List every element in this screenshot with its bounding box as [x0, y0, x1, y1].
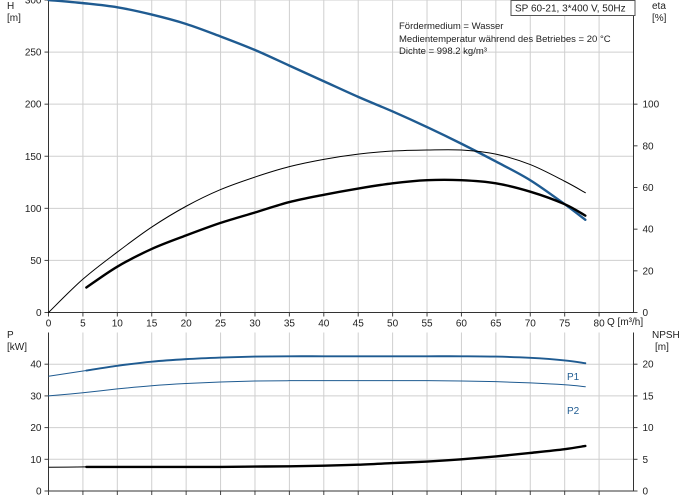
left-tick-label: 10: [30, 455, 42, 466]
right-tick-label: 0: [643, 308, 649, 319]
right-tick-label: 20: [643, 360, 655, 371]
left-tick-label: 250: [25, 48, 42, 59]
series-line-panel2-1: [85, 355, 587, 372]
top-left-axis-unit: [m]: [7, 13, 21, 24]
top-left-axis-label: H: [7, 1, 14, 12]
top-right-axis-label: eta: [652, 1, 666, 12]
right-tick-label: 5: [643, 455, 649, 466]
left-tick-label: 30: [30, 391, 42, 402]
bottom-right-axis-unit: [m]: [655, 342, 669, 353]
x-tick-label: 60: [456, 319, 468, 330]
x-tick-label: 70: [525, 319, 537, 330]
series-label-p1: P1: [567, 372, 580, 383]
x-tick-label: 35: [284, 319, 296, 330]
annotation-medium: Fördermedium = Wasser: [399, 21, 503, 32]
bottom-left-axis-unit: [kW]: [7, 342, 27, 353]
x-tick-label: 5: [80, 319, 86, 330]
right-tick-label: 100: [643, 100, 660, 111]
annotation-density: Dichte = 998.2 kg/m³: [399, 46, 487, 57]
x-tick-label: 20: [181, 319, 193, 330]
x-tick-label: 80: [594, 319, 606, 330]
left-tick-label: 150: [25, 152, 42, 163]
left-tick-label: 0: [36, 308, 42, 319]
right-tick-label: 15: [643, 391, 655, 402]
bottom-left-axis-label: P: [7, 330, 14, 341]
series-label-p2: P2: [567, 406, 580, 417]
top-right-axis-unit: [%]: [652, 13, 667, 24]
x-tick-label: 30: [249, 319, 261, 330]
right-tick-label: 40: [643, 225, 655, 236]
annotation-temperature: Medientemperatur während des Betriebes =…: [399, 34, 611, 45]
x-tick-label: 15: [146, 319, 158, 330]
x-tick-label: 0: [46, 319, 52, 330]
x-tick-label: 55: [421, 319, 433, 330]
grid-layer: [48, 0, 634, 491]
chart-title: SP 60-21, 3*400 V, 50Hz: [515, 4, 626, 15]
left-tick-label: 50: [30, 256, 42, 267]
series-layer: [47, 0, 587, 469]
x-tick-label: 65: [490, 319, 502, 330]
x-tick-label: 45: [353, 319, 365, 330]
series-line-panel1-3: [85, 178, 587, 289]
x-axis-label: Q [m³/h]: [607, 317, 643, 328]
left-tick-label: 40: [30, 360, 42, 371]
left-tick-label: 20: [30, 423, 42, 434]
series-line-panel2-2: [48, 380, 586, 397]
x-tick-label: 50: [387, 319, 399, 330]
x-tick-label: 25: [215, 319, 227, 330]
x-tick-label: 40: [318, 319, 330, 330]
left-tick-label: 200: [25, 100, 42, 111]
right-tick-label: 10: [643, 423, 655, 434]
series-line-panel2-3: [85, 444, 587, 469]
title-box: [510, 0, 636, 16]
tick-label-layer: 0 5 10 15 20 25 30 35 40 45 50 55 60 65 70 75 8005010015…: [25, 0, 660, 498]
left-tick-label: 300: [25, 0, 42, 7]
series-extension-line: [48, 370, 87, 377]
series-line-panel1-1: [47, 0, 587, 221]
right-tick-label: 60: [643, 183, 655, 194]
frame-layer: [44, 0, 638, 495]
left-tick-label: 100: [25, 204, 42, 215]
x-tick-label: 10: [112, 319, 124, 330]
right-tick-label: 20: [643, 266, 655, 277]
right-tick-label: 80: [643, 141, 655, 152]
x-tick-label: 75: [559, 319, 571, 330]
left-tick-label: 0: [36, 487, 42, 498]
series-line-panel1-2: [48, 149, 586, 313]
bottom-right-axis-label: NPSH: [652, 330, 680, 341]
right-tick-label: 0: [643, 487, 649, 498]
